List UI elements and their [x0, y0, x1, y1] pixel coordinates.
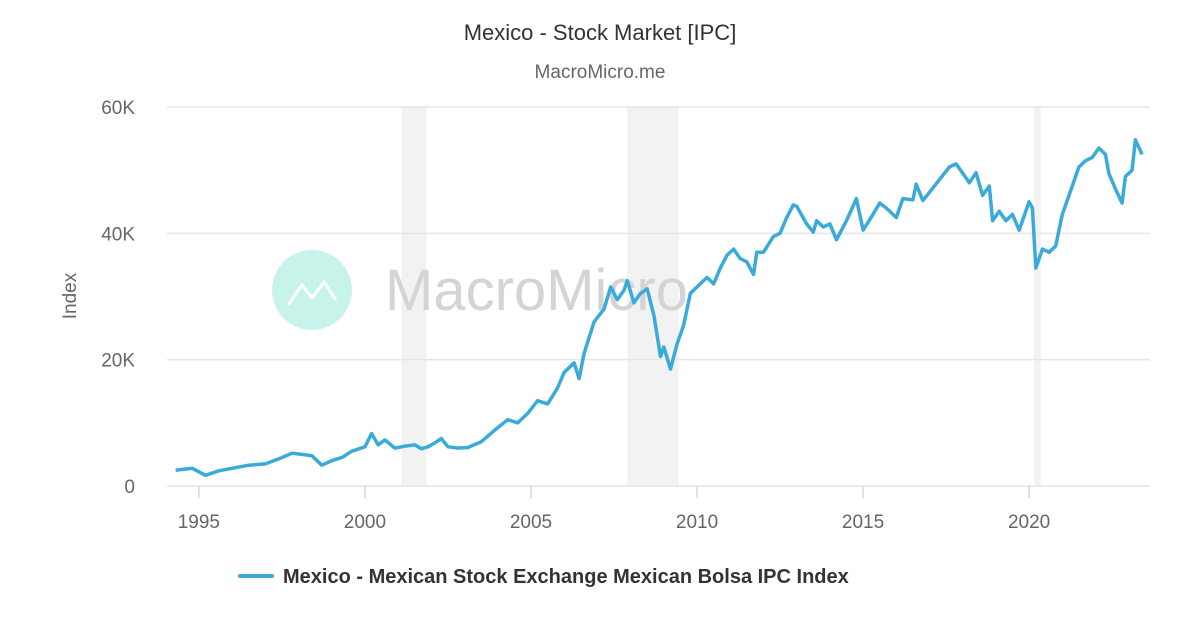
y-tick-label: 40K — [101, 224, 135, 245]
x-tick-label: 2020 — [1008, 512, 1050, 533]
series-line — [175, 138, 1144, 478]
y-tick-label: 0 — [124, 477, 135, 498]
watermark-logo-icon — [272, 250, 352, 330]
chart-title: Mexico - Stock Market [IPC] — [464, 20, 737, 45]
x-tick-label: 1995 — [178, 512, 220, 533]
recession-band — [627, 107, 679, 486]
x-tick-label: 2005 — [510, 512, 552, 533]
y-tick-label: 20K — [101, 351, 135, 372]
watermark-text: MacroMicro — [385, 258, 688, 323]
chart-subtitle: MacroMicro.me — [535, 62, 666, 83]
recession-band — [1034, 107, 1041, 486]
x-tick-label: 2010 — [676, 512, 718, 533]
watermark-logo-chart-icon — [286, 279, 338, 306]
x-tick-label: 2015 — [842, 512, 884, 533]
legend-item[interactable]: Mexico - Mexican Stock Exchange Mexican … — [238, 566, 849, 588]
recession-band — [401, 107, 427, 486]
y-tick-label: 60K — [101, 98, 135, 119]
x-tick-label: 2000 — [344, 512, 386, 533]
legend-label: Mexico - Mexican Stock Exchange Mexican … — [283, 566, 849, 588]
y-axis-label: Index — [60, 272, 81, 319]
watermark: MacroMicro — [272, 250, 688, 330]
